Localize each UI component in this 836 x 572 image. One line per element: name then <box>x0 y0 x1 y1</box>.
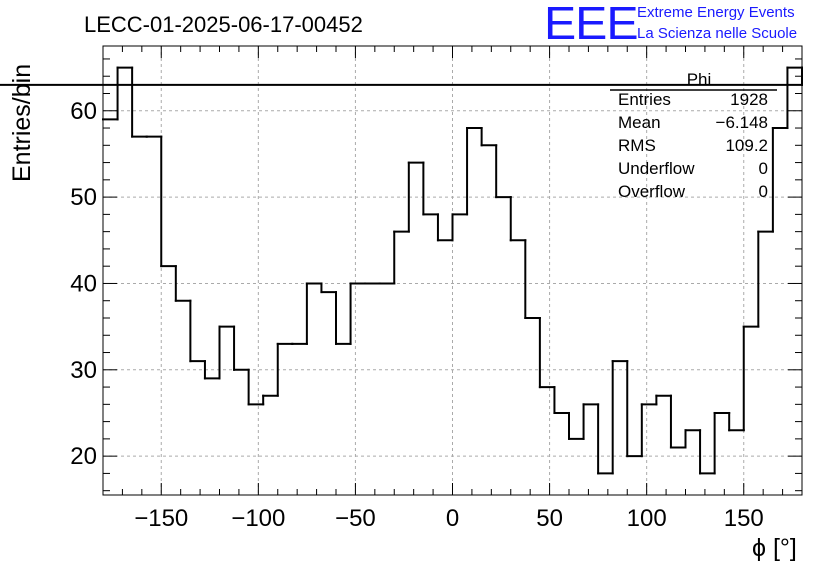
y-tick-label: 40 <box>70 270 97 297</box>
x-tick-label: −100 <box>231 505 285 532</box>
stats-value: 109.2 <box>725 136 768 155</box>
stats-key: Underflow <box>618 159 695 178</box>
statistics-box: Phi Entries 1928 Mean −6.148 RMS 109.2 U… <box>612 70 776 205</box>
y-axis-label: Entries/bin <box>8 63 36 182</box>
grid-lines <box>103 46 802 495</box>
stats-key: Entries <box>618 90 671 109</box>
y-tick-label: 60 <box>70 98 97 125</box>
chart-title: LECC-01-2025-06-17-00452 <box>84 12 363 37</box>
y-tick-label: 20 <box>70 443 97 470</box>
stats-value: 0 <box>758 159 768 178</box>
x-tick-label: 100 <box>627 505 667 532</box>
stats-key: RMS <box>618 136 656 155</box>
stats-row-overflow: Overflow 0 <box>612 182 776 205</box>
x-tick-label: 0 <box>446 505 459 532</box>
stats-row-underflow: Underflow 0 <box>612 159 776 182</box>
stats-key: Mean <box>618 113 661 132</box>
y-tick-label: 50 <box>70 184 97 211</box>
stats-value: 1928 <box>730 90 768 109</box>
stats-key: Overflow <box>618 182 686 201</box>
x-tick-label: −150 <box>134 505 188 532</box>
stats-value: 0 <box>758 182 768 201</box>
logo-caption-line2: La Scienza nelle Scuole <box>637 25 798 42</box>
stats-row-rms: RMS 109.2 <box>612 136 776 159</box>
x-tick-label: 150 <box>724 505 764 532</box>
y-tick-label: 30 <box>70 357 97 384</box>
x-tick-label: 50 <box>536 505 563 532</box>
x-axis-label: ϕ [°] <box>752 534 797 562</box>
eee-logo: EEE <box>544 0 639 49</box>
logo-caption-line1: Extreme Energy Events <box>637 4 795 21</box>
axis-ticks <box>102 46 803 495</box>
tick-labels: −150 −100 −50 0 50 100 150 20 30 40 50 60 <box>70 98 763 532</box>
stats-title: Phi <box>686 70 712 89</box>
stats-row-entries: Entries 1928 <box>612 90 776 113</box>
stats-value: −6.148 <box>715 113 768 132</box>
stats-row-mean: Mean −6.148 <box>612 113 776 136</box>
x-tick-label: −50 <box>335 505 376 532</box>
histogram-series <box>0 66 803 475</box>
